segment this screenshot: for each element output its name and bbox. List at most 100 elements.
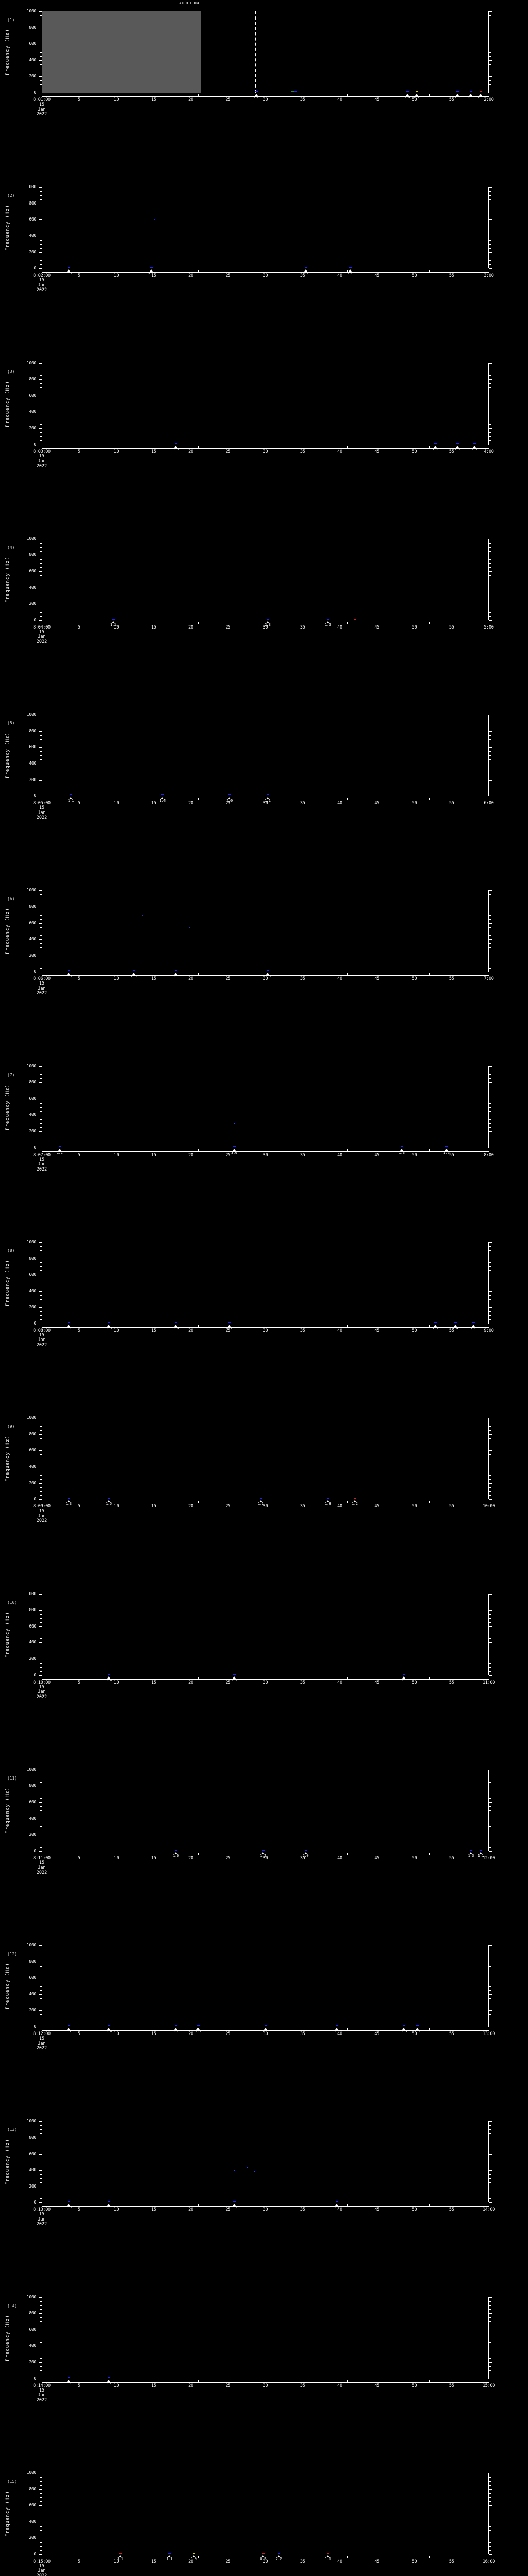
x-tick-minor	[49, 1149, 50, 1151]
y-tick-label: 600	[29, 1272, 36, 1277]
annotation-value: 0.9	[260, 2556, 266, 2561]
date-line: 15	[39, 981, 45, 987]
x-tick-label: 5	[77, 2383, 80, 2388]
y-tick-minor	[40, 563, 42, 564]
x-tick-label: 40	[337, 801, 342, 806]
y-tick-label: 1000	[26, 888, 36, 893]
x-tick-label: 50	[411, 1855, 417, 1861]
y-tick-label: 600	[29, 1623, 36, 1629]
x-tick-label: 15	[151, 801, 156, 806]
x-tick-label: 50	[411, 1504, 417, 1510]
x-tick-label: 15	[151, 2207, 156, 2213]
annotation-marker: 1.5	[321, 621, 335, 627]
y-tick-label: 200	[29, 2360, 36, 2365]
y-tick-minor-right	[489, 1123, 491, 1124]
x-tick-label: 50	[411, 2383, 417, 2388]
triangle-up-icon	[416, 2028, 419, 2030]
annotation-value: 1.3	[65, 2205, 72, 2210]
triangle-up-icon	[326, 1500, 329, 1503]
y-tick-minor	[40, 2133, 42, 2134]
x-tick-label: 50	[411, 97, 417, 103]
x-tick-minor	[198, 94, 199, 96]
x-tick-label: 35	[300, 1855, 305, 1861]
x-tick-label: 5	[77, 449, 80, 454]
x-tick-label: 35	[300, 97, 305, 103]
y-tick-minor	[40, 432, 42, 433]
y-tick-minor	[40, 1671, 42, 1672]
y-tick-major-right	[489, 1434, 492, 1435]
x-tick-label: 40	[337, 2558, 342, 2564]
vertical-dashed-line	[488, 2121, 490, 2203]
y-tick-minor	[40, 2198, 42, 2199]
y-tick-minor-right	[489, 2198, 491, 2199]
y-tick-minor	[40, 2493, 42, 2494]
y-tick-major	[39, 379, 42, 380]
x-tick-label: 45	[374, 1855, 380, 1861]
x-axis-date-label: 15 Jan 2022	[27, 1157, 56, 1173]
y-tick-label: 0	[34, 793, 36, 799]
y-tick-label: 1000	[26, 1063, 36, 1069]
y-tick-minor	[40, 1454, 42, 1455]
annotation-value: 1.0	[191, 2556, 197, 2561]
annotation-value: 1.3	[106, 1326, 112, 1330]
y-tick-minor-right	[489, 2178, 491, 2179]
y-tick-major-right	[489, 779, 492, 781]
annotation-marker: 1.2	[466, 1324, 481, 1330]
date-line: 15	[39, 1860, 45, 1866]
detection-marker	[473, 443, 476, 444]
triangle-up-icon	[469, 94, 473, 96]
annotation-marker: 1.6	[343, 269, 357, 275]
annotation-value: 1.2	[302, 271, 309, 276]
triangle-up-icon	[67, 2204, 71, 2206]
annotation-marker: 1.1	[61, 2379, 76, 2385]
y-tick-minor	[40, 1782, 42, 1783]
detection-marker	[403, 2025, 406, 2027]
x-tick-minor	[49, 1852, 50, 1855]
annotation-value: 1.6	[173, 1326, 179, 1330]
x-tick-minor	[198, 446, 199, 448]
y-tick-minor-right	[489, 1315, 491, 1316]
y-tick-label: 800	[29, 728, 36, 733]
x-tick-label: 10	[113, 2207, 119, 2213]
x-tick-label: 45	[374, 2558, 380, 2564]
x-tick-label: 20	[188, 2558, 193, 2564]
y-tick-minor	[40, 735, 42, 736]
x-tick-label: 30	[262, 449, 268, 454]
y-tick-minor-right	[489, 199, 491, 200]
detection-marker	[108, 2201, 111, 2202]
x-tick-minor	[198, 621, 199, 624]
x-tick-minor	[198, 1501, 199, 1503]
annotation-value: 1.2	[195, 2029, 202, 2034]
spectrogram-speck	[154, 219, 155, 221]
x-tick-label: 45	[374, 2207, 380, 2213]
date-line: 15	[39, 1157, 45, 1162]
y-tick-label: 400	[29, 2519, 36, 2524]
x-tick-label: 10	[113, 2031, 119, 2037]
detection-marker	[266, 970, 269, 972]
y-tick-minor-right	[489, 2182, 491, 2183]
y-tick-minor	[40, 80, 42, 81]
y-tick-minor-right	[489, 2342, 491, 2343]
triangle-up-icon	[304, 1852, 307, 1854]
panel-inner: (6) Frequency (Hz) 1000 800 600 400 200 0 8:06:0…	[0, 879, 528, 1055]
y-tick-major	[39, 2313, 42, 2314]
y-tick-minor-right	[489, 64, 491, 65]
x-tick-minor	[429, 2555, 430, 2558]
y-tick-minor	[40, 616, 42, 617]
x-tick-label: 30	[262, 801, 268, 806]
y-tick-label: 400	[29, 760, 36, 766]
y-tick-minor-right	[489, 244, 491, 245]
x-tick-label: 55	[449, 1328, 454, 1333]
x-tick-label: 15	[151, 97, 156, 103]
x-tick-label: 20	[188, 1855, 193, 1861]
x-axis-date-label: 15 Jan 2022	[27, 102, 56, 117]
panel-index-label: (6)	[7, 896, 15, 902]
y-axis-title: Frequency (Hz)	[5, 1787, 10, 1834]
x-axis	[42, 448, 489, 449]
y-tick-major	[39, 1675, 42, 1676]
triangle-up-icon	[228, 797, 232, 800]
y-axis-title: Frequency (Hz)	[5, 2139, 10, 2185]
y-tick-label: 600	[29, 569, 36, 574]
y-tick-minor	[40, 1475, 42, 1476]
date-line: Jan	[38, 634, 46, 640]
